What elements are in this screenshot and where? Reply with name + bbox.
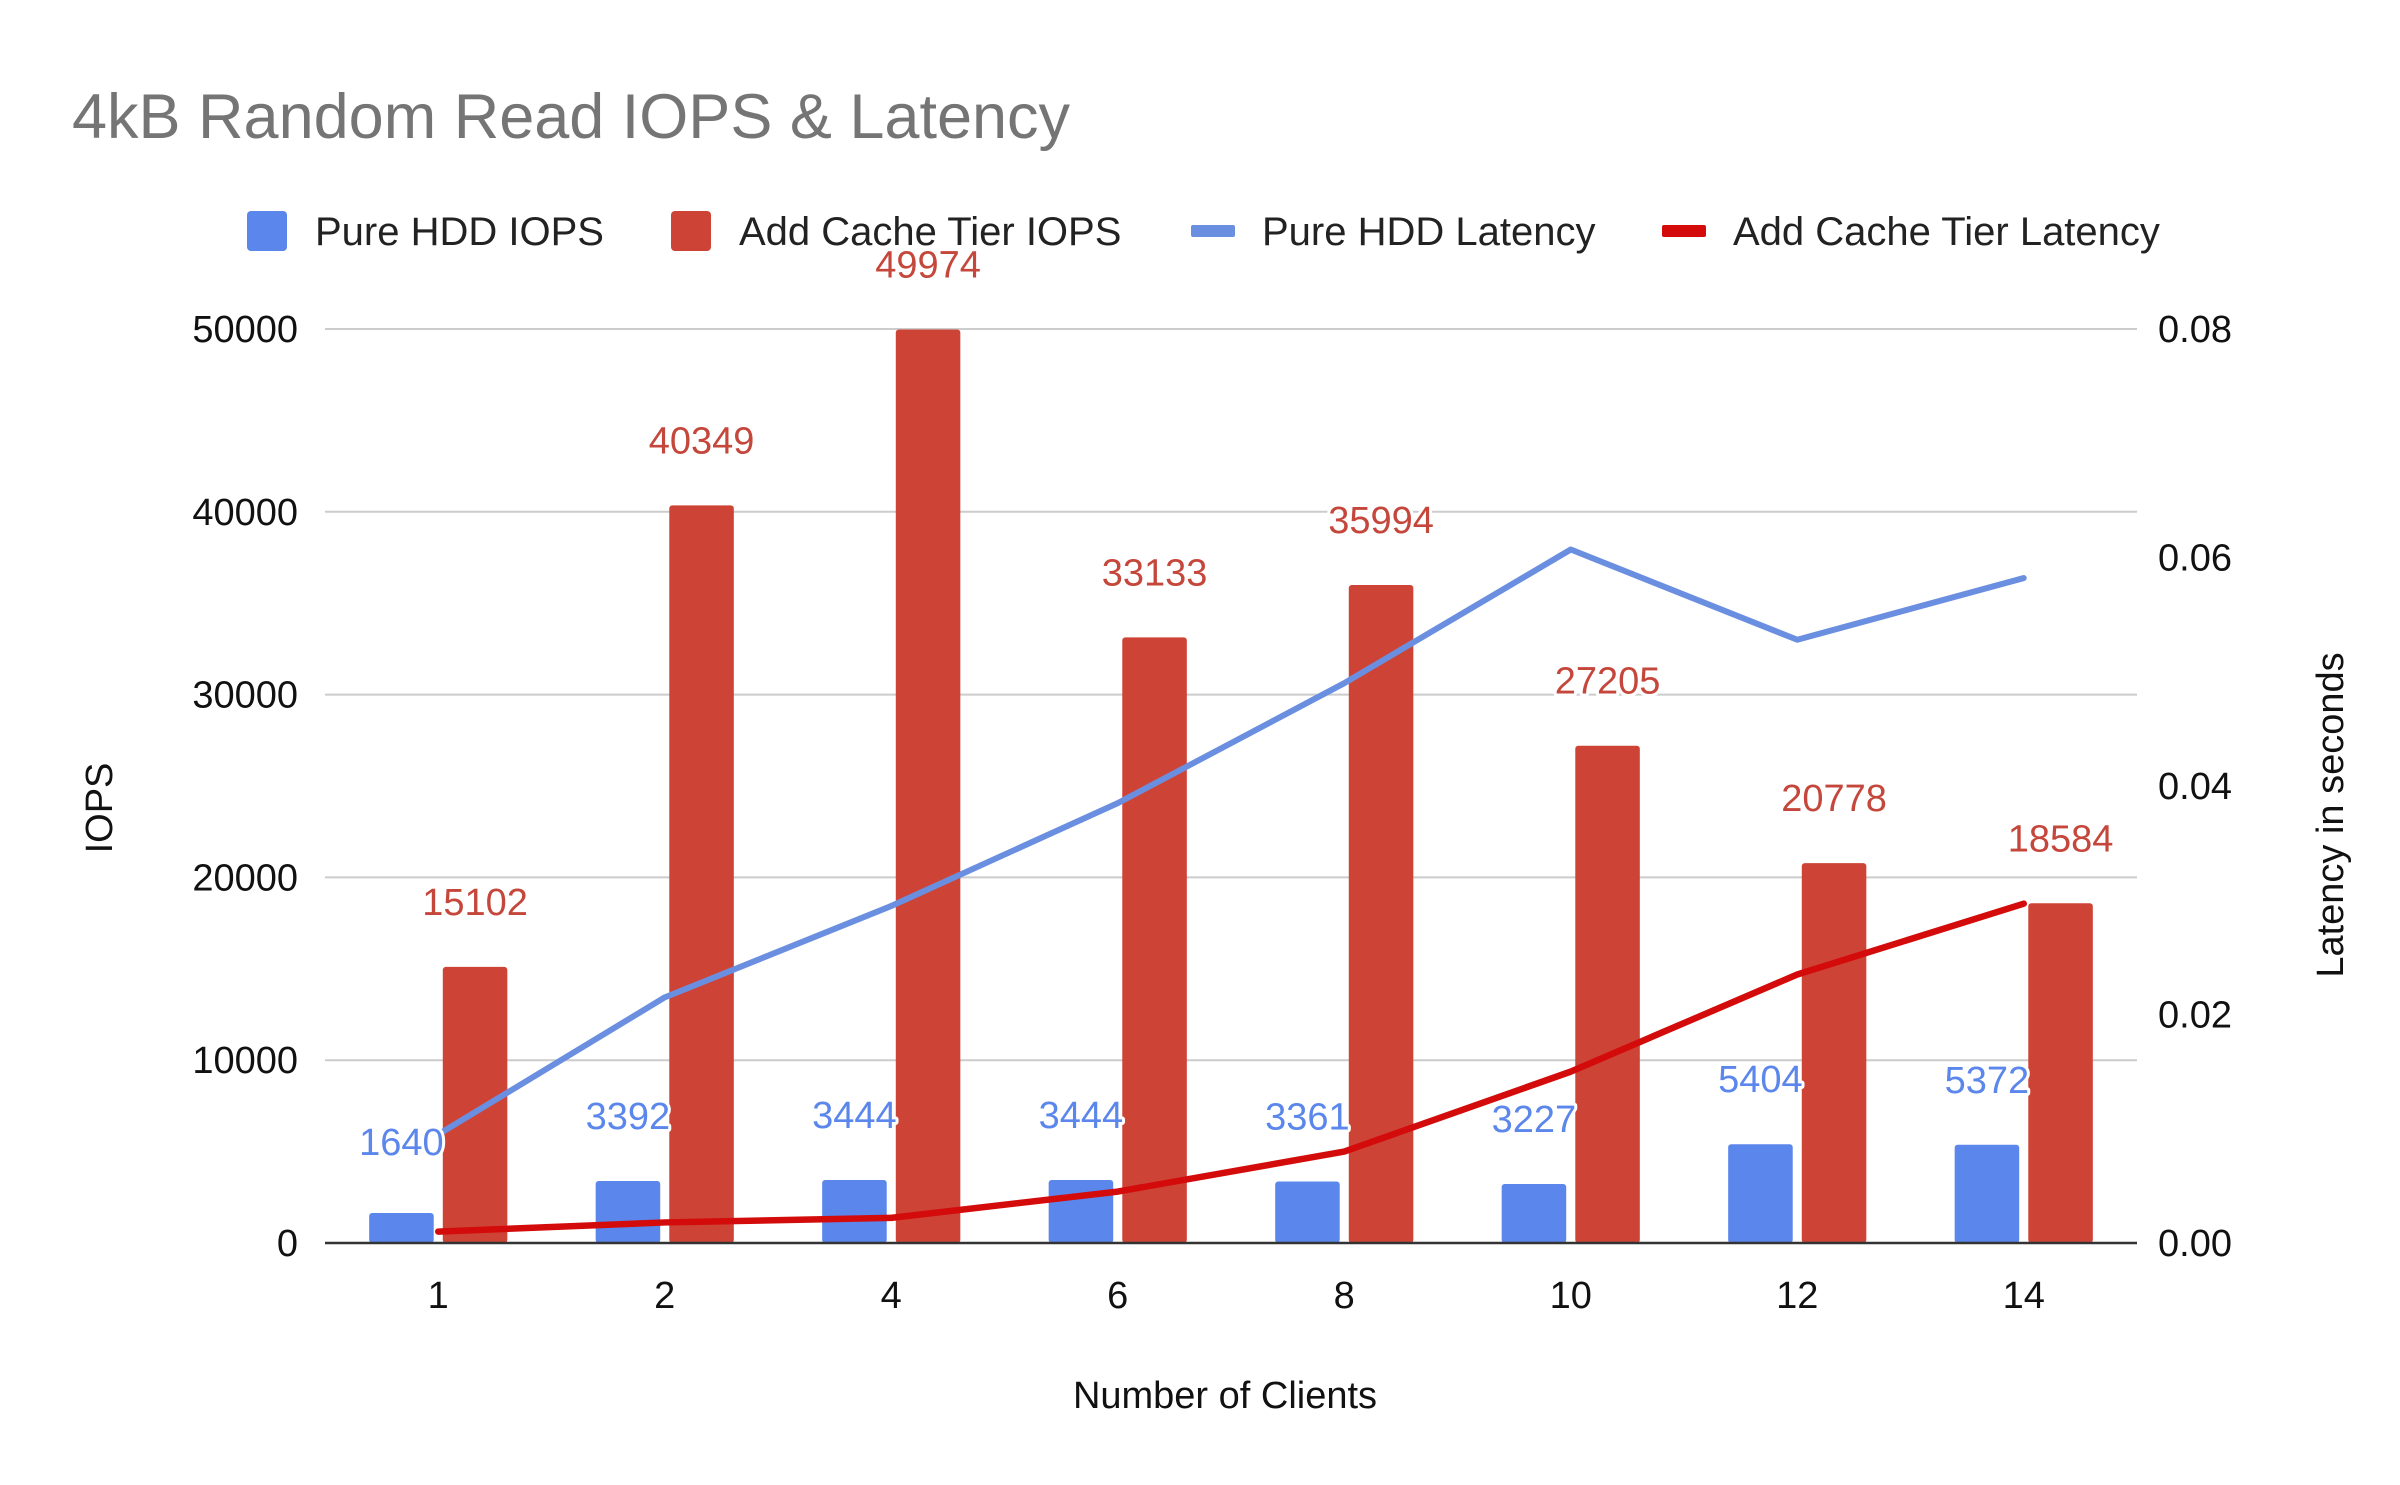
x-tick-label: 4 [881, 1275, 902, 1317]
data-label-pure-hdd-iops: 3392 [586, 1096, 671, 1138]
bar-pure-hdd-iops [1728, 1144, 1793, 1243]
y-axis-right-ticks: 0.00 0.02 0.04 0.06 0.08 [2158, 309, 2232, 1265]
y-tick-label: 20000 [192, 857, 298, 899]
data-label-pure-hdd-iops: 1640 [359, 1122, 444, 1164]
legend: Pure HDD IOPS Add Cache Tier IOPS Pure H… [247, 210, 2160, 254]
bar-add-cache-tier-iops [1122, 637, 1187, 1243]
data-label-add-cache-tier-iops: 15102 [422, 882, 528, 924]
legend-swatch-pure-hdd-iops [247, 211, 287, 251]
bar-add-cache-tier-iops [2028, 903, 2093, 1243]
bar-pure-hdd-iops [369, 1213, 434, 1243]
data-label-pure-hdd-iops: 3361 [1265, 1097, 1350, 1139]
legend-label-add-cache-tier-iops: Add Cache Tier IOPS [739, 210, 1121, 254]
data-label-add-cache-tier-iops: 20778 [1781, 778, 1887, 820]
legend-swatch-pure-hdd-latency [1191, 225, 1235, 237]
y2-tick-label: 0.04 [2158, 766, 2232, 808]
legend-swatch-add-cache-tier-iops [671, 211, 711, 251]
bar-add-cache-tier-iops [1575, 745, 1640, 1243]
x-axis-title: Number of Clients [1073, 1375, 1377, 1417]
x-tick-label: 2 [654, 1275, 675, 1317]
chart-title: 4kB Random Read IOPS & Latency [72, 82, 1071, 152]
data-labels: 1640 15102 3392 40349 3444 49974 3444 33133 3361… [356, 241, 2116, 1167]
data-label-pure-hdd-iops: 3444 [1039, 1095, 1124, 1137]
y2-tick-label: 0.08 [2158, 309, 2232, 351]
data-label-pure-hdd-iops: 5404 [1718, 1059, 1803, 1101]
legend-label-pure-hdd-latency: Pure HDD Latency [1262, 210, 1595, 254]
y-tick-label: 0 [277, 1223, 298, 1265]
data-label-pure-hdd-iops: 3227 [1492, 1099, 1577, 1141]
legend-label-add-cache-tier-latency: Add Cache Tier Latency [1733, 210, 2160, 254]
lines [435, 546, 2027, 1235]
bar-pure-hdd-iops [1501, 1184, 1567, 1243]
data-label-add-cache-tier-iops: 40349 [649, 420, 755, 462]
data-label-pure-hdd-iops: 5372 [1945, 1060, 2030, 1102]
data-label-add-cache-tier-iops: 18584 [2008, 818, 2114, 860]
data-label-add-cache-tier-iops: 33133 [1102, 552, 1208, 594]
y-tick-label: 40000 [192, 492, 298, 534]
y-tick-label: 50000 [192, 309, 298, 351]
bar-add-cache-tier-iops [442, 966, 508, 1243]
legend-label-pure-hdd-iops: Pure HDD IOPS [315, 210, 604, 254]
data-label-add-cache-tier-iops: 49974 [875, 244, 981, 286]
y-tick-label: 10000 [192, 1040, 298, 1082]
bar-add-cache-tier-iops [895, 329, 961, 1243]
data-label-pure-hdd-iops: 3444 [812, 1095, 897, 1137]
line-pure-hdd-latency [435, 546, 2027, 1138]
x-tick-label: 14 [2003, 1275, 2045, 1317]
x-tick-label: 6 [1107, 1275, 1128, 1317]
bar-pure-hdd-iops [1954, 1144, 2020, 1243]
bar-pure-hdd-iops [1048, 1180, 1114, 1243]
x-tick-label: 1 [428, 1275, 449, 1317]
x-tick-label: 8 [1334, 1275, 1355, 1317]
y2-tick-label: 0.06 [2158, 538, 2232, 580]
bar-add-cache-tier-iops [1348, 585, 1414, 1243]
line-add-cache-tier-latency [435, 900, 2027, 1235]
data-label-add-cache-tier-iops: 27205 [1555, 661, 1661, 703]
y-tick-label: 30000 [192, 675, 298, 717]
x-tick-label: 10 [1550, 1275, 1592, 1317]
bar-pure-hdd-iops [1275, 1181, 1340, 1243]
y-axis-right-title: Latency in seconds [2310, 652, 2352, 977]
bar-pure-hdd-iops [822, 1180, 887, 1243]
y-axis-left-title: IOPS [79, 763, 121, 854]
x-tick-label: 12 [1776, 1275, 1818, 1317]
y2-tick-label: 0.00 [2158, 1223, 2232, 1265]
bar-add-cache-tier-iops [1801, 863, 1867, 1243]
x-axis-ticks: 1 2 4 6 8 10 12 14 [428, 1275, 2045, 1317]
bar-pure-hdd-iops [595, 1180, 661, 1243]
y2-tick-label: 0.02 [2158, 995, 2232, 1037]
legend-swatch-add-cache-tier-latency [1662, 225, 1706, 237]
bar-add-cache-tier-iops [669, 505, 734, 1243]
y-axis-left-ticks: 0 10000 20000 30000 40000 50000 [192, 309, 298, 1265]
data-label-add-cache-tier-iops: 35994 [1328, 500, 1434, 542]
